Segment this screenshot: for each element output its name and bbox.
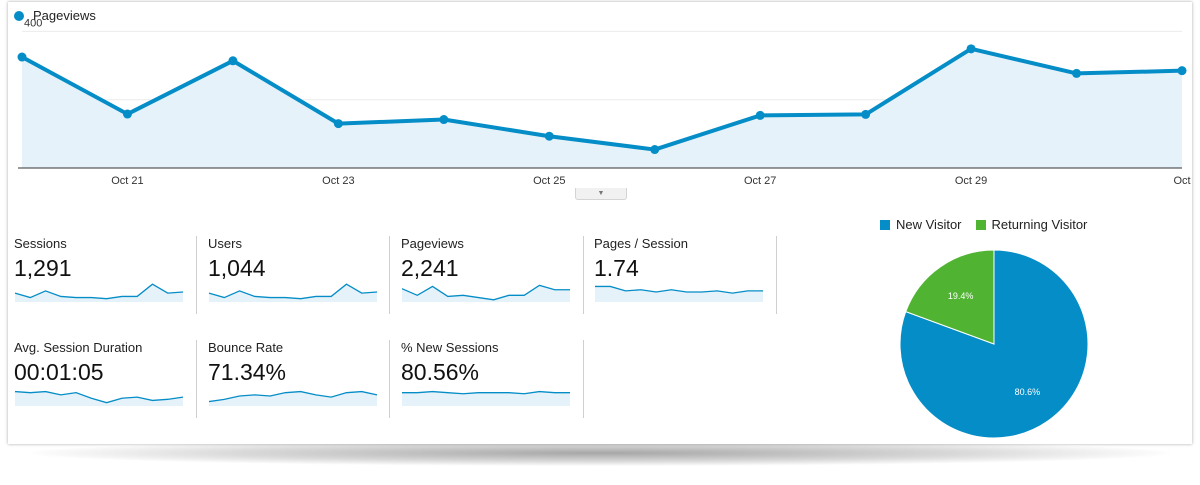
- pageviews-data-point[interactable]: [333, 119, 343, 129]
- metric-value: 1,044: [208, 255, 266, 281]
- x-tick-label: Oct 23: [322, 175, 354, 187]
- metric-users[interactable]: Users 1,044: [202, 236, 380, 308]
- sparkline-area: [402, 391, 570, 406]
- card-shadow: [30, 440, 1170, 466]
- x-tick-label: Oct 25: [533, 175, 565, 187]
- pageviews-data-point[interactable]: [650, 145, 660, 155]
- sparkline-line: [14, 390, 184, 404]
- metric-bounce-rate[interactable]: Bounce Rate 71.34%: [202, 340, 380, 412]
- sparkline-line: [208, 283, 378, 300]
- metric-value: 00:01:05: [14, 359, 104, 385]
- metric-label: Bounce Rate: [208, 340, 284, 355]
- metric-divider: [196, 236, 197, 314]
- metric-new-sessions[interactable]: % New Sessions 80.56%: [395, 340, 573, 412]
- metric-label: Users: [208, 236, 242, 251]
- new-visitor-swatch: [880, 219, 890, 230]
- metric-value: 80.56%: [401, 359, 480, 385]
- visitor-type-pie-chart[interactable]: 80.6% 19.4%: [894, 244, 1094, 444]
- metric-value: 71.34%: [208, 359, 287, 385]
- chevron-down-icon: ▼: [597, 190, 605, 197]
- pages-per-session-sparkline: [595, 285, 763, 302]
- metric-label: Pageviews: [401, 236, 464, 251]
- bounce-rate-sparkline: [208, 390, 378, 406]
- y-tick-label: 400: [24, 17, 42, 29]
- pageviews-legend[interactable]: Pageviews: [14, 8, 96, 23]
- metric-value: 1.74: [594, 255, 639, 281]
- users-sparkline: [208, 283, 378, 302]
- pageviews-data-point[interactable]: [439, 115, 449, 125]
- legend-returning-visitor[interactable]: Returning Visitor: [975, 217, 1088, 232]
- metric-avg-session-duration[interactable]: Avg. Session Duration 00:01:05: [8, 340, 186, 412]
- metric-pageviews[interactable]: Pageviews 2,241: [395, 236, 573, 308]
- pageviews-series-line: [21, 46, 1183, 152]
- pageviews-legend-label: Pageviews: [33, 8, 96, 23]
- sparkline-line: [208, 390, 378, 403]
- x-tick-label: Oct: [1173, 175, 1190, 187]
- pageviews-legend-dot: [14, 10, 24, 21]
- pageviews-sparkline: [401, 284, 570, 302]
- metric-divider: [389, 340, 390, 418]
- sessions-sparkline: [14, 283, 184, 302]
- sparkline-area: [402, 285, 570, 302]
- metric-divider: [583, 236, 584, 314]
- legend-label: Returning Visitor: [991, 217, 1088, 232]
- legend-new-visitor[interactable]: New Visitor: [880, 217, 962, 232]
- pageviews-data-point[interactable]: [1072, 68, 1082, 78]
- returning-visitor-slice[interactable]: [905, 249, 995, 345]
- x-tick-label: Oct 21: [111, 175, 143, 187]
- metric-label: % New Sessions: [401, 340, 499, 355]
- metric-divider: [583, 340, 584, 418]
- sparkline-area: [15, 284, 183, 302]
- collapse-chart-toggle[interactable]: ▼: [575, 188, 627, 200]
- pageviews-data-point[interactable]: [966, 44, 976, 54]
- pageviews-data-point[interactable]: [544, 131, 554, 141]
- returning-visitor-swatch: [975, 219, 986, 230]
- pageviews-area-fill: [22, 48, 1182, 168]
- new-visitor-slice[interactable]: [899, 249, 1089, 439]
- metric-value: 1,291: [14, 255, 72, 281]
- metric-label: Avg. Session Duration: [14, 340, 143, 355]
- sparkline-area: [209, 284, 377, 302]
- sparkline-line: [402, 390, 570, 395]
- pageviews-data-point[interactable]: [122, 109, 132, 119]
- sparkline-line: [595, 285, 763, 294]
- metric-pages-per-session[interactable]: Pages / Session 1.74: [588, 236, 766, 308]
- pageviews-data-point[interactable]: [755, 110, 765, 120]
- pageviews-data-point[interactable]: [17, 52, 27, 62]
- metric-divider: [196, 340, 197, 418]
- pie-slice-label: 19.4%: [948, 291, 974, 301]
- new-sessions-sparkline: [402, 390, 570, 406]
- x-tick-label: Oct 29: [955, 175, 987, 187]
- pageviews-data-point[interactable]: [1177, 66, 1187, 76]
- avg-session-duration-sparkline: [14, 390, 184, 406]
- sparkline-line: [401, 284, 570, 301]
- pageviews-data-point[interactable]: [861, 109, 871, 119]
- metric-label: Pages / Session: [594, 236, 688, 251]
- metric-divider: [389, 236, 390, 314]
- pie-slice-label: 80.6%: [1015, 387, 1041, 397]
- metric-value: 2,241: [401, 255, 459, 281]
- pageviews-data-point[interactable]: [228, 56, 238, 66]
- legend-label: New Visitor: [896, 217, 962, 232]
- sparkline-line: [14, 283, 184, 300]
- x-tick-label: Oct 27: [744, 175, 776, 187]
- sparkline-area: [209, 391, 377, 406]
- metric-divider: [776, 236, 777, 314]
- metric-sessions[interactable]: Sessions 1,291: [8, 236, 186, 308]
- visitor-type-legend: New Visitor Returning Visitor: [880, 217, 1101, 232]
- sparkline-area: [15, 391, 183, 406]
- metric-label: Sessions: [14, 236, 67, 251]
